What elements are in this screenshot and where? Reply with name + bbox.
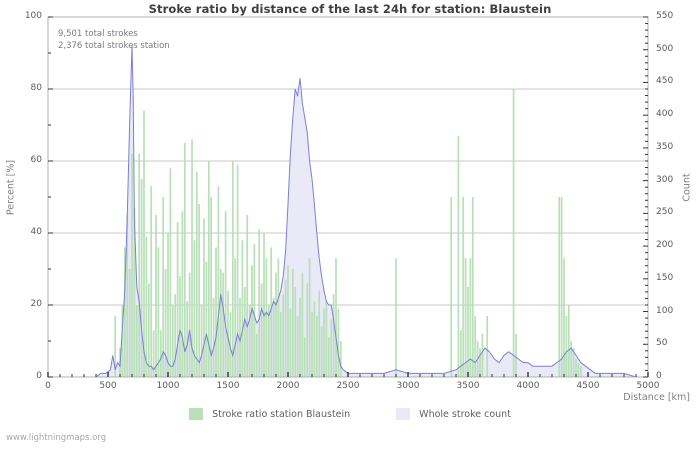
x-tick-1000: 1000 (156, 381, 180, 391)
annotation-total-strokes-station: 2,376 total strokes station (58, 41, 170, 51)
y-tick-left-20: 20 (30, 299, 42, 309)
legend-label-stroke-ratio: Stroke ratio station Blaustein (212, 408, 351, 420)
y-tick-left-80: 80 (30, 83, 42, 93)
legend-swatch-stroke-ratio (189, 408, 204, 420)
chart-title: Stroke ratio by distance of the last 24h… (148, 2, 552, 16)
y-tick-left-60: 60 (30, 155, 42, 165)
y-tick-right-50: 50 (656, 338, 668, 349)
y-tick-left-100: 100 (24, 11, 42, 21)
y-tick-right-100: 100 (656, 305, 674, 316)
legend-label-whole-count: Whole stroke count (419, 408, 511, 420)
chart-legend: Stroke ratio station Blaustein Whole str… (0, 408, 700, 420)
x-tick-500: 500 (99, 381, 117, 391)
x-tick-5000: 5000 (636, 381, 660, 391)
y-tick-right-200: 200 (656, 240, 674, 251)
annotation-total-strokes: 9,501 total strokes (58, 29, 138, 39)
x-tick-4500: 4500 (576, 381, 600, 391)
y-tick-right-250: 250 (656, 207, 674, 218)
y-tick-right-450: 450 (656, 76, 674, 87)
y-tick-right-550: 550 (656, 11, 674, 21)
legend-item-whole-count[interactable]: Whole stroke count (396, 408, 511, 420)
x-tick-0: 0 (45, 381, 51, 391)
y-tick-right-150: 150 (656, 272, 674, 283)
y-tick-left-0: 0 (36, 371, 42, 381)
x-axis-label: Distance [km] (623, 392, 690, 403)
x-tick-2000: 2000 (276, 381, 300, 391)
y-tick-right-500: 500 (656, 43, 674, 54)
x-tick-3000: 3000 (396, 381, 420, 391)
y-tick-right-300: 300 (656, 174, 674, 185)
legend-item-stroke-ratio[interactable]: Stroke ratio station Blaustein (189, 408, 350, 420)
y-tick-left-40: 40 (30, 227, 42, 237)
x-tick-4000: 4000 (516, 381, 540, 391)
x-tick-1500: 1500 (216, 381, 240, 391)
y-tick-right-0: 0 (656, 371, 662, 381)
legend-swatch-whole-count (396, 408, 411, 420)
y-tick-right-350: 350 (656, 141, 674, 152)
y-tick-right-400: 400 (656, 109, 674, 120)
x-tick-3500: 3500 (456, 381, 480, 391)
footer-watermark: www.lightningmaps.org (6, 433, 107, 443)
x-tick-2500: 2500 (336, 381, 360, 391)
